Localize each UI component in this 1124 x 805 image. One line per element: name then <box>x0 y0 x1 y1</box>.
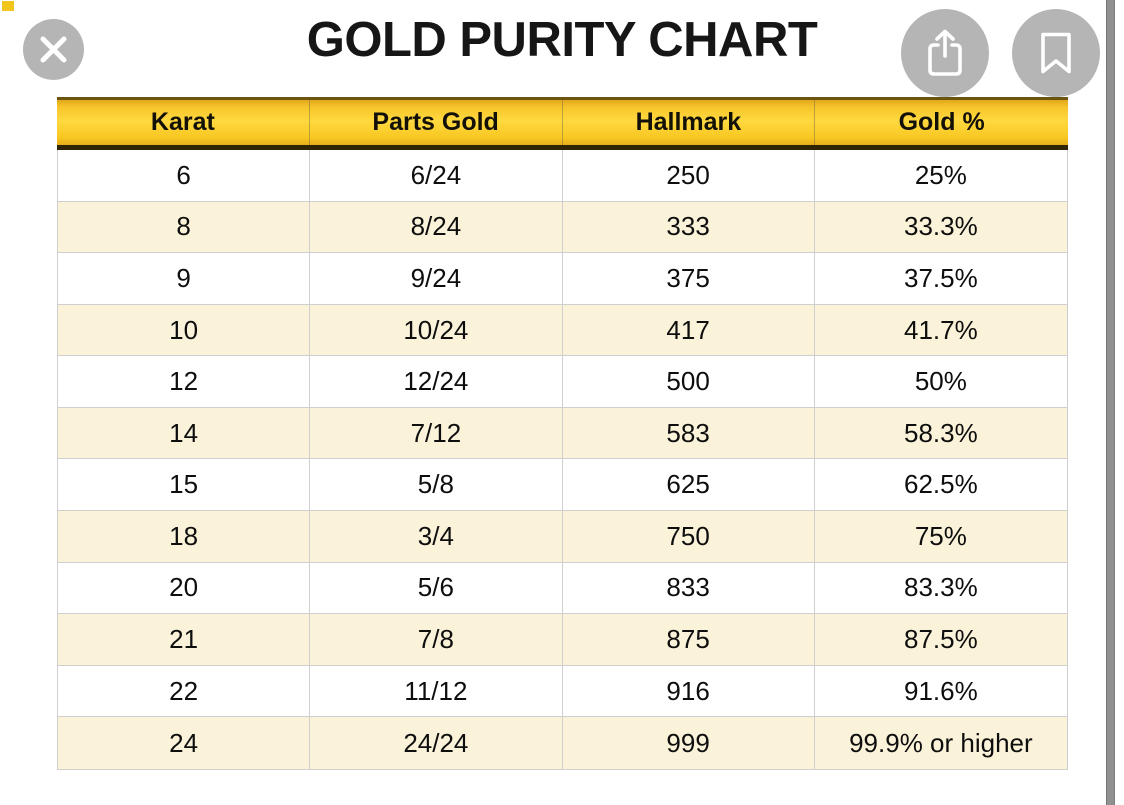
cell-gold-percent: 50% <box>914 366 967 397</box>
share-button[interactable] <box>901 9 989 97</box>
cell-hallmark: 417 <box>563 304 815 356</box>
cell-hallmark: 875 <box>563 614 815 665</box>
cell-hallmark: 500 <box>563 356 815 407</box>
cell-gold-percent: 25% <box>914 159 967 190</box>
cell-karat: 9 <box>58 253 311 304</box>
cell-karat: 6 <box>58 150 311 201</box>
cell-gold-percent: 58.3% <box>904 417 978 448</box>
gold-purity-table: Karat Parts Gold Hallmark Gold % 6 6/24 25… <box>57 97 1068 770</box>
cell-parts-gold: 5/8 <box>310 459 563 511</box>
cell-hallmark: 333 <box>563 201 815 253</box>
table-row: 8 8/24 333 33.3% <box>58 201 1067 254</box>
cell-gold-percent: 75% <box>914 520 967 551</box>
cell-karat: 21 <box>58 614 311 665</box>
cell-hallmark: 583 <box>563 407 815 459</box>
cell-karat: 18 <box>58 511 311 562</box>
cell-parts-gold: 10/24 <box>310 304 563 356</box>
table-row: 6 6/24 250 25% <box>58 150 1067 202</box>
cell-karat: 14 <box>58 407 311 459</box>
cell-karat: 20 <box>58 562 311 614</box>
cell-gold-percent: 91.6% <box>904 675 978 706</box>
cell-hallmark: 916 <box>563 665 815 717</box>
col-header-karat: Karat <box>57 100 310 145</box>
table-row: 9 9/24 375 37.5% <box>58 253 1067 305</box>
cell-karat: 8 <box>58 201 311 253</box>
table-body: 6 6/24 250 25% 8 8/24 333 33.3% 9 9/24 375 37.5% 10 1… <box>57 150 1068 770</box>
table-row: 22 11/12 916 91.6% <box>58 665 1067 718</box>
cell-parts-gold: 9/24 <box>310 253 563 304</box>
table-row: 12 12/24 500 50% <box>58 356 1067 408</box>
scrollbar[interactable] <box>1106 0 1115 805</box>
cell-parts-gold: 7/12 <box>310 407 563 459</box>
cell-gold-percent: 99.9% or higher <box>849 727 1033 758</box>
table-row: 24 24/24 999 99.9% or higher <box>58 717 1067 769</box>
cell-parts-gold: 12/24 <box>310 356 563 407</box>
cell-parts-gold: 11/12 <box>310 665 563 717</box>
cell-hallmark: 625 <box>563 459 815 511</box>
cell-karat: 12 <box>58 356 311 407</box>
cell-parts-gold: 8/24 <box>310 201 563 253</box>
table-row: 18 3/4 750 75% <box>58 511 1067 563</box>
cell-karat: 15 <box>58 459 311 511</box>
col-header-hallmark: Hallmark <box>563 100 816 145</box>
cell-hallmark: 250 <box>563 150 815 201</box>
table-header: Karat Parts Gold Hallmark Gold % <box>57 97 1068 150</box>
cell-parts-gold: 3/4 <box>310 511 563 562</box>
bookmark-button[interactable] <box>1012 9 1100 97</box>
col-header-parts-gold: Parts Gold <box>310 100 563 145</box>
cell-hallmark: 999 <box>563 717 815 769</box>
cell-gold-percent: 41.7% <box>904 314 978 345</box>
cell-hallmark: 833 <box>563 562 815 614</box>
bookmark-icon <box>1041 32 1071 74</box>
cell-gold-percent: 83.3% <box>904 572 978 603</box>
cell-parts-gold: 6/24 <box>310 150 563 201</box>
cell-karat: 10 <box>58 304 311 356</box>
table-row: 20 5/6 833 83.3% <box>58 562 1067 615</box>
cell-parts-gold: 7/8 <box>310 614 563 665</box>
cell-karat: 24 <box>58 717 311 769</box>
close-button[interactable] <box>23 19 84 80</box>
cell-gold-percent: 87.5% <box>904 624 978 655</box>
cell-karat: 22 <box>58 665 311 717</box>
share-icon <box>928 29 962 76</box>
cell-parts-gold: 24/24 <box>310 717 563 769</box>
cell-hallmark: 375 <box>563 253 815 304</box>
table-row: 14 7/12 583 58.3% <box>58 407 1067 460</box>
col-header-gold-percent: Gold % <box>898 108 985 136</box>
yellow-corner-artifact <box>2 1 14 11</box>
cell-hallmark: 750 <box>563 511 815 562</box>
cell-parts-gold: 5/6 <box>310 562 563 614</box>
table-row: 15 5/8 625 62.5% <box>58 459 1067 512</box>
cell-gold-percent: 37.5% <box>904 262 978 293</box>
cell-gold-percent: 33.3% <box>904 211 978 242</box>
cell-gold-percent: 62.5% <box>904 469 978 500</box>
table-row: 21 7/8 875 87.5% <box>58 614 1067 666</box>
table-row: 10 10/24 417 41.7% <box>58 304 1067 357</box>
page-title: GOLD PURITY CHART <box>306 13 818 67</box>
close-icon <box>40 36 67 63</box>
